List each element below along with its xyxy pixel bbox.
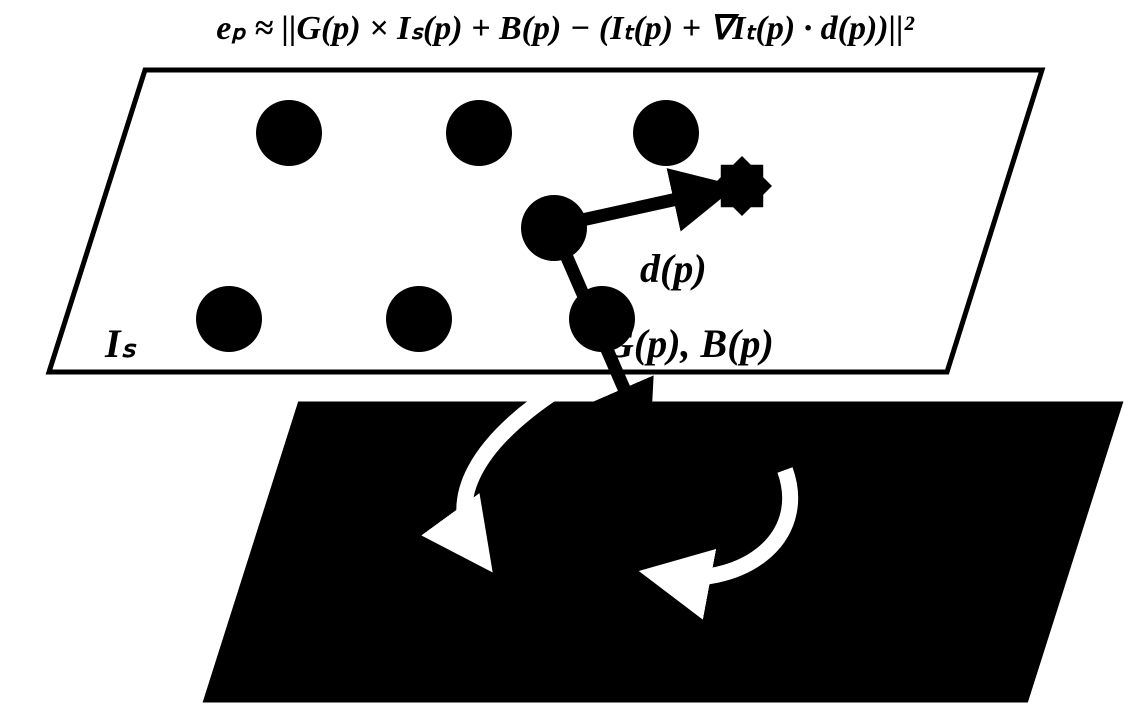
label-p: p [543, 180, 563, 227]
plane-bottom [206, 404, 1120, 700]
label-dp: d(p) [640, 245, 707, 292]
sample-dot [386, 286, 452, 352]
diagram-root: eₚ ≈ ||G(p) × Iₛ(p) + B(p) − (Iₜ(p) + ∇I… [0, 0, 1130, 707]
sample-dot [633, 100, 699, 166]
target-marker [712, 156, 772, 216]
sample-dot [446, 100, 512, 166]
label-Is: Iₛ [105, 320, 136, 367]
diagram-svg [0, 0, 1130, 707]
sample-dot [256, 100, 322, 166]
label-GpBp: G(p), B(p) [605, 320, 774, 367]
sample-dot [196, 286, 262, 352]
